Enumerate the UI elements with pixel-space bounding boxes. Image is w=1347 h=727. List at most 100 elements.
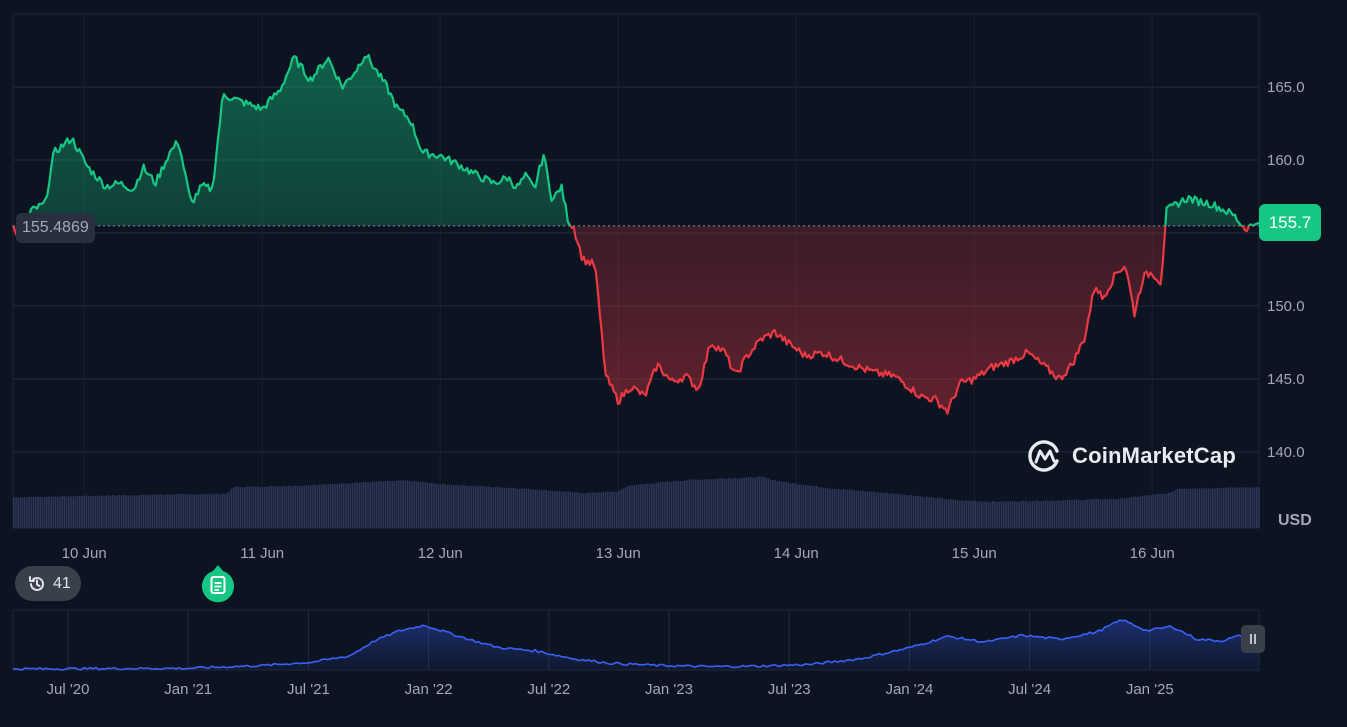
- volume-bar: [422, 482, 424, 528]
- volume-bar: [1040, 501, 1042, 528]
- volume-bar: [754, 477, 756, 528]
- volume-bar: [468, 485, 470, 528]
- volume-bar: [906, 495, 908, 528]
- volume-bar: [112, 495, 114, 528]
- range-navigator[interactable]: [12, 609, 1260, 671]
- volume-bar: [952, 499, 954, 528]
- navigator-tick-label: Jul '24: [1008, 681, 1051, 698]
- volume-bar: [613, 491, 616, 528]
- volume-bar: [589, 492, 591, 528]
- volume-bar: [939, 498, 941, 528]
- volume-bar: [989, 502, 992, 528]
- volume-bar: [1053, 500, 1056, 528]
- volume-bar: [437, 484, 440, 528]
- volume-bar: [752, 477, 754, 528]
- volume-bar: [120, 495, 123, 528]
- volume-bar: [1044, 500, 1047, 528]
- volume-bar: [620, 489, 622, 528]
- volume-bar: [1240, 486, 1243, 528]
- volume-bar: [1201, 488, 1203, 528]
- volume-bar: [697, 479, 699, 528]
- volume-bar: [1203, 488, 1205, 528]
- volume-bar: [316, 485, 319, 528]
- volume-bar: [1168, 492, 1170, 528]
- volume-bar: [552, 491, 554, 528]
- volume-bar: [1055, 500, 1058, 528]
- volume-bar: [241, 487, 244, 528]
- volume-bar: [690, 479, 693, 528]
- volume-bar: [1229, 487, 1232, 528]
- volume-bar: [743, 477, 745, 528]
- volume-bar: [981, 501, 983, 528]
- volume-bar: [560, 491, 563, 528]
- volume-bar: [1051, 500, 1053, 528]
- volume-bar: [211, 494, 213, 528]
- price-line-down: [11, 225, 1255, 415]
- volume-bar: [800, 484, 803, 528]
- volume-bar: [923, 497, 926, 528]
- volume-bar: [105, 495, 107, 528]
- volume-bar: [1128, 497, 1130, 528]
- volume-bar: [424, 482, 426, 528]
- y-tick-label: 165.0: [1267, 79, 1305, 96]
- volume-bar: [479, 486, 481, 528]
- navigator-handle[interactable]: [1241, 625, 1265, 653]
- volume-bar: [1025, 500, 1027, 528]
- volume-bar: [340, 483, 343, 528]
- volume-bar: [90, 496, 92, 528]
- volume-bar: [543, 489, 545, 528]
- volume-bar: [1066, 499, 1069, 528]
- volume-bar: [849, 489, 851, 528]
- volume-bar: [1159, 493, 1161, 528]
- volume-bar: [666, 481, 668, 528]
- volume-bar: [17, 497, 19, 528]
- volume-bar: [184, 493, 187, 528]
- volume-bar: [585, 493, 587, 528]
- volume-bar: [294, 485, 297, 528]
- volume-bar: [728, 478, 730, 528]
- volume-bar: [862, 490, 864, 528]
- volume-bar: [1154, 494, 1157, 528]
- volume-bar: [279, 486, 281, 528]
- volume-bar: [750, 476, 752, 528]
- volume-bar: [180, 493, 182, 528]
- volume-bar: [30, 496, 33, 528]
- volume-bar: [145, 494, 147, 528]
- volume-bar: [904, 494, 906, 528]
- last-price-label: 155.7: [1259, 204, 1321, 241]
- volume-bar: [338, 484, 341, 528]
- volume-bar: [961, 500, 963, 528]
- document-event-icon[interactable]: [200, 564, 236, 604]
- volume-bar: [178, 493, 180, 528]
- x-tick-label: 10 Jun: [62, 545, 107, 562]
- volume-bar: [985, 501, 987, 528]
- volume-bar: [497, 486, 499, 528]
- volume-bar: [444, 484, 446, 528]
- volume-bar: [459, 485, 462, 528]
- baseline-price-label: 155.4869: [16, 213, 95, 243]
- volume-bar: [626, 486, 629, 528]
- navigator-tick-label: Jan '23: [645, 681, 693, 698]
- volume-bar: [329, 483, 332, 528]
- volume-bar: [503, 487, 506, 528]
- volume-bar: [114, 495, 116, 528]
- volume-bar: [43, 496, 46, 528]
- volume-bar: [679, 481, 682, 528]
- volume-bar: [1088, 499, 1091, 528]
- volume-bar: [1064, 499, 1067, 528]
- volume-bar: [761, 476, 763, 528]
- volume-bar: [921, 496, 924, 528]
- volume-bar: [787, 482, 789, 528]
- volume-bar: [987, 501, 990, 528]
- volume-bar: [763, 477, 765, 528]
- volume-bar: [554, 491, 556, 528]
- navigator-x-axis: Jul '20 Jan '21 Jul '21 Jan '22 Jul '22 Jan '…: [47, 681, 1174, 698]
- volume-bar: [587, 492, 589, 528]
- volume-bar: [675, 481, 677, 528]
- volume-bar: [950, 499, 952, 528]
- volume-bar: [549, 490, 552, 528]
- events-button[interactable]: 41: [15, 566, 81, 601]
- volume-bar: [1234, 487, 1236, 528]
- volume-bar: [1196, 488, 1199, 528]
